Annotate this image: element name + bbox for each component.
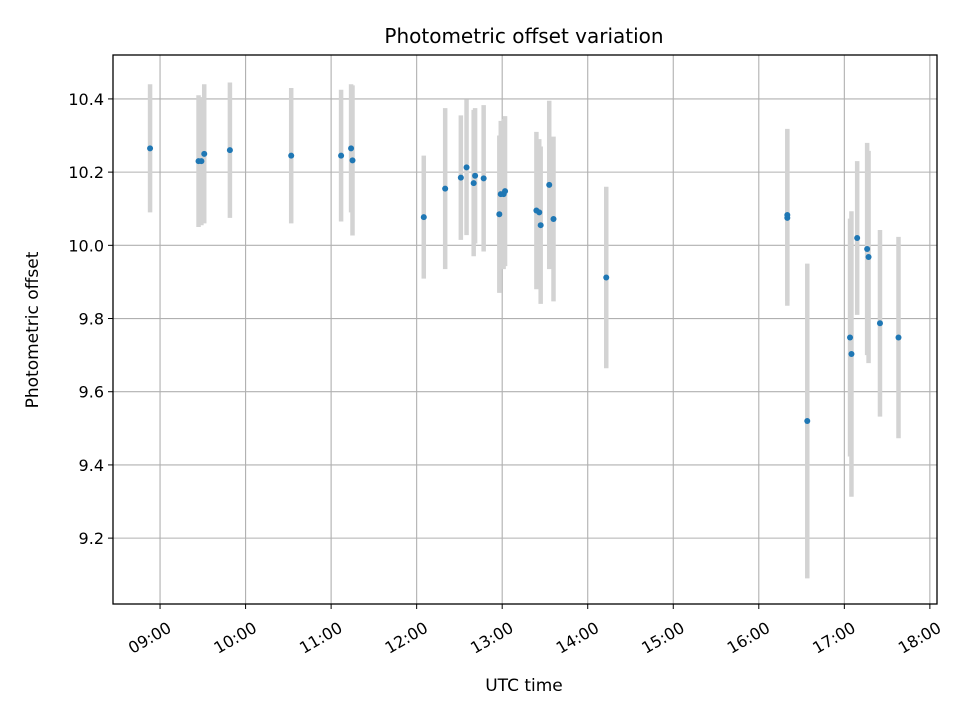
data-point bbox=[198, 158, 205, 165]
data-point bbox=[349, 157, 356, 164]
data-point bbox=[463, 164, 470, 171]
data-point bbox=[895, 334, 902, 341]
y-tick-label: 9.4 bbox=[79, 456, 104, 475]
data-point bbox=[442, 185, 449, 192]
data-point bbox=[876, 320, 883, 327]
y-tick-label: 10.2 bbox=[68, 163, 104, 182]
data-point bbox=[546, 181, 553, 188]
data-point bbox=[420, 214, 427, 221]
y-tick-label: 9.6 bbox=[79, 383, 104, 402]
data-point bbox=[480, 175, 487, 182]
data-point bbox=[804, 418, 811, 424]
data-point bbox=[848, 351, 855, 358]
data-point bbox=[226, 147, 233, 154]
data-point bbox=[784, 211, 791, 218]
chart-title: Photometric offset variation bbox=[384, 24, 663, 48]
data-point bbox=[472, 172, 479, 179]
y-tick-label: 9.8 bbox=[79, 310, 104, 329]
data-point bbox=[457, 174, 464, 181]
y-axis-label: Photometric offset bbox=[23, 251, 43, 408]
data-point bbox=[550, 215, 557, 222]
grid bbox=[113, 55, 937, 604]
data-point bbox=[470, 180, 477, 187]
plot-frame bbox=[112, 54, 938, 605]
data-point bbox=[338, 152, 345, 159]
data-points bbox=[147, 145, 902, 424]
data-point bbox=[603, 274, 610, 281]
y-tick-label: 9.2 bbox=[79, 529, 104, 548]
data-point bbox=[147, 145, 154, 152]
data-point bbox=[288, 152, 295, 159]
y-tick-label: 10.0 bbox=[68, 236, 104, 255]
data-point bbox=[348, 145, 355, 152]
data-point bbox=[865, 254, 872, 261]
data-point bbox=[854, 235, 861, 241]
data-point bbox=[847, 334, 854, 341]
y-tick-label: 10.4 bbox=[68, 90, 104, 109]
data-point bbox=[864, 245, 871, 252]
data-point bbox=[201, 150, 208, 157]
data-point bbox=[536, 209, 543, 216]
data-point bbox=[537, 222, 544, 229]
y-axis-ticks: 9.2 9.4 9.6 9.8 10.0 10.2 10.4 bbox=[68, 90, 113, 548]
x-axis-label: UTC time bbox=[485, 676, 563, 696]
data-point bbox=[502, 188, 509, 195]
data-point bbox=[496, 211, 503, 218]
